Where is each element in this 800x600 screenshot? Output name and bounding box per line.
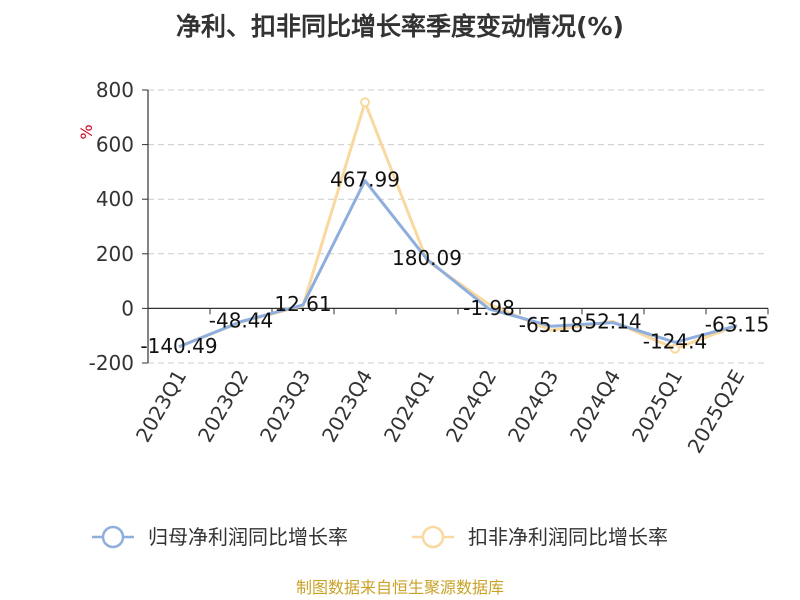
data-label: -124.4	[643, 329, 707, 353]
gridlines	[148, 89, 768, 364]
series-group	[178, 97, 738, 354]
data-label: 180.09	[392, 246, 462, 270]
source-note: 制图数据来自恒生聚源数据库	[296, 578, 504, 597]
legend-item[interactable]: 归母净利润同比增长率	[92, 525, 348, 549]
y-tick-label: 600	[96, 133, 134, 157]
data-label: 467.99	[330, 168, 400, 192]
y-tick-label: 400	[96, 187, 134, 211]
legend-marker	[101, 525, 125, 549]
x-tick-label: 2023Q4	[317, 366, 377, 447]
x-tick-label: 2024Q4	[565, 366, 625, 447]
x-tick-label: 2024Q3	[503, 366, 563, 447]
legend-label: 归母净利润同比增长率	[148, 525, 348, 549]
y-tick-label: -200	[89, 351, 134, 375]
data-label: -48.44	[209, 309, 273, 333]
x-tick-label: 2025Q2E	[683, 366, 750, 458]
y-tick-label: 200	[96, 242, 134, 266]
y-tick-label: 0	[121, 296, 134, 320]
x-tick-label: 2023Q3	[255, 366, 315, 447]
x-tick-label: 2023Q1	[131, 366, 191, 447]
data-label: -140.49	[140, 334, 217, 358]
legend-marker	[421, 525, 445, 549]
legend-item[interactable]: 扣非净利润同比增长率	[412, 525, 668, 549]
y-tick-label: 800	[96, 78, 134, 102]
data-point[interactable]	[670, 343, 680, 354]
chart-title: 净利、扣非同比增长率季度变动情况(%)	[176, 12, 624, 41]
x-tick-label: 2024Q1	[379, 366, 439, 447]
legend-label: 扣非净利润同比增长率	[468, 525, 668, 549]
x-tick-label: 2025Q1	[627, 366, 687, 447]
data-label: 52.14	[584, 310, 641, 334]
data-label: -1.98	[463, 296, 515, 320]
series-line	[178, 179, 738, 349]
data-label: -65.18	[519, 313, 583, 337]
data-label: -63.15	[705, 313, 769, 337]
y-axis-unit: %	[77, 124, 96, 139]
data-point[interactable]	[360, 97, 370, 108]
data-label: 12.61	[274, 292, 331, 316]
x-tick-label: 2024Q2	[441, 366, 501, 447]
legend[interactable]: 归母净利润同比增长率 扣非净利润同比增长率	[92, 525, 668, 549]
x-tick-label: 2023Q2	[193, 366, 253, 447]
